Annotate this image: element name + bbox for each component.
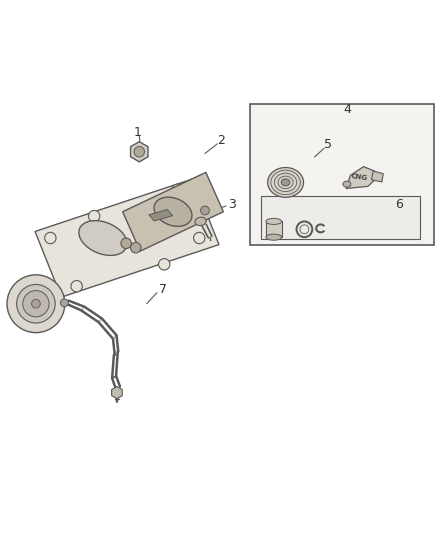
Circle shape [121,238,131,248]
Text: 3: 3 [228,198,236,211]
Polygon shape [346,167,376,189]
Text: 6: 6 [395,198,403,211]
Circle shape [32,300,40,308]
Circle shape [159,259,170,270]
Text: 5: 5 [324,138,332,151]
Bar [261,196,420,239]
Circle shape [134,147,145,157]
Circle shape [201,206,209,215]
Circle shape [23,290,49,317]
Circle shape [297,221,312,237]
Ellipse shape [154,197,192,227]
Text: CNG: CNG [351,173,368,182]
Circle shape [7,275,65,333]
Text: 7: 7 [159,283,167,296]
Ellipse shape [281,179,290,186]
Text: 4: 4 [343,103,351,116]
Circle shape [71,280,82,292]
Ellipse shape [266,234,282,240]
Circle shape [60,299,68,307]
Polygon shape [149,209,173,221]
Polygon shape [35,179,219,297]
Ellipse shape [266,219,282,224]
Polygon shape [123,172,223,251]
Ellipse shape [79,221,127,255]
Circle shape [194,232,205,244]
Bar [266,221,282,237]
Ellipse shape [343,181,351,187]
Polygon shape [131,142,148,162]
Bar [250,104,434,245]
Circle shape [88,211,100,222]
Circle shape [172,184,183,196]
Ellipse shape [268,167,304,197]
Polygon shape [112,386,122,399]
Circle shape [131,243,141,253]
Circle shape [45,232,56,244]
Circle shape [17,285,55,323]
Ellipse shape [195,217,206,225]
Text: 1: 1 [134,126,142,139]
Circle shape [300,225,309,233]
Text: 2: 2 [217,134,225,147]
Polygon shape [371,171,383,182]
